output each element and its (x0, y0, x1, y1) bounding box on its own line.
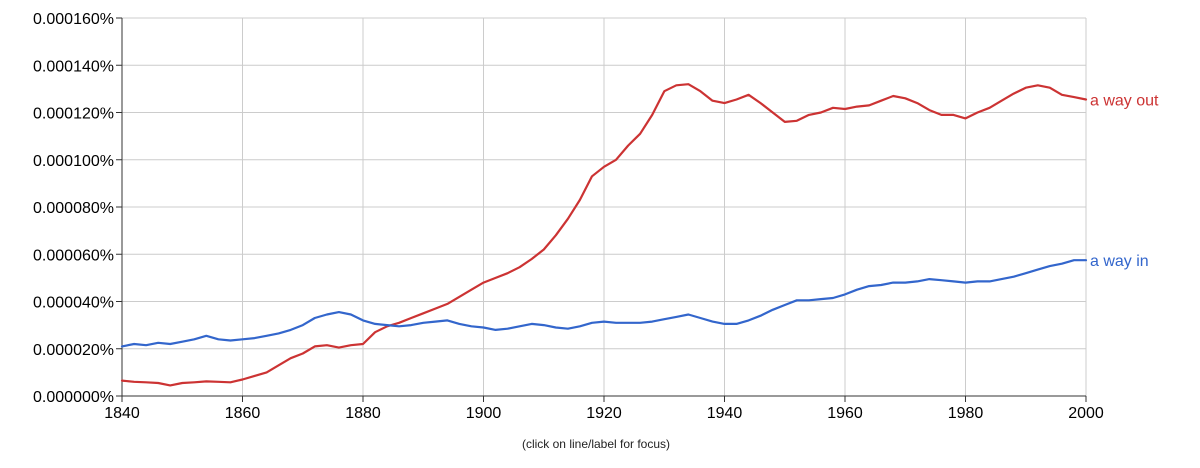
y-tick-label: 0.000140% (33, 58, 114, 75)
x-tick-label: 1880 (345, 405, 381, 422)
y-tick-label: 0.000000% (33, 389, 114, 406)
y-tick-label: 0.000160% (33, 11, 114, 28)
x-tick-label: 1920 (586, 405, 622, 422)
y-tick-label: 0.000120% (33, 106, 114, 123)
series-label-a-way-out[interactable]: a way out (1090, 93, 1159, 110)
x-tick-label: 1940 (707, 405, 743, 422)
x-tick-label: 1860 (225, 405, 261, 422)
grid-lines (122, 17, 1087, 396)
y-axis-tick-labels: 0.000000% 0.000020% 0.000040% 0.000060% 0.00… (33, 11, 114, 406)
series-line-a-way-out[interactable] (120, 83, 1088, 387)
x-tick-label: 1900 (466, 405, 502, 422)
y-tick-label: 0.000100% (33, 153, 114, 170)
y-tick-label: 0.000060% (33, 247, 114, 264)
series-lines[interactable] (120, 83, 1088, 387)
y-tick-label: 0.000020% (33, 342, 114, 359)
axes (116, 17, 1087, 402)
x-tick-label: 1960 (827, 405, 863, 422)
x-tick-label: 1980 (948, 405, 984, 422)
y-tick-label: 0.000080% (33, 200, 114, 217)
y-tick-label: 0.000040% (33, 295, 114, 312)
x-axis-tick-labels: 1840 1860 1880 1900 1920 1940 1960 1980 2000 (104, 405, 1104, 422)
series-label-a-way-in[interactable]: a way in (1090, 253, 1149, 270)
x-tick-label: 2000 (1068, 405, 1104, 422)
series-labels[interactable]: a way out a way in (1090, 93, 1159, 271)
chart-caption: (click on line/label for focus) (522, 437, 670, 451)
series-line-a-way-in[interactable] (120, 259, 1088, 348)
x-tick-label: 1840 (104, 405, 140, 422)
